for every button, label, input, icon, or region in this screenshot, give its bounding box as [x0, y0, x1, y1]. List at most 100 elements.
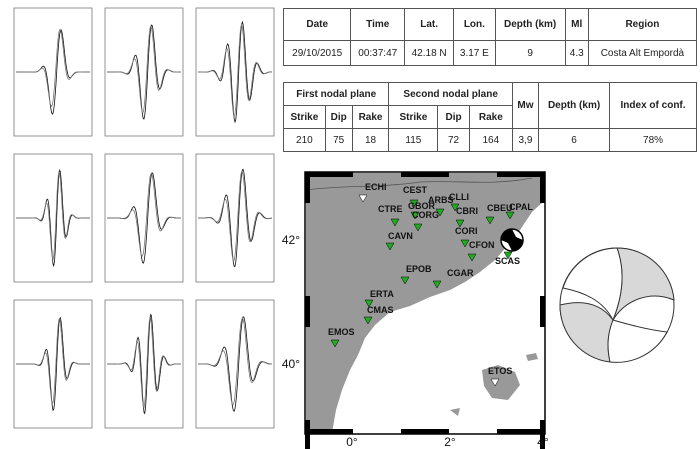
cell: 78% — [609, 128, 697, 152]
station-marker — [455, 219, 465, 228]
header-cell: Depth (km) — [494, 8, 566, 41]
frame-tick — [540, 172, 545, 203]
station-marker — [490, 378, 500, 387]
station-label: CBEU — [487, 203, 513, 213]
header-cell: Depth (km) — [538, 82, 611, 129]
header-cell: Lon. — [453, 8, 496, 41]
station-marker — [450, 203, 460, 212]
frame-tick — [497, 429, 545, 434]
cell: 4.3 — [564, 40, 589, 66]
station-label: CTRE — [378, 204, 403, 214]
lon-label: 0° — [346, 435, 358, 449]
subheader-cell: Rake — [351, 105, 390, 129]
panel-frame — [104, 7, 184, 137]
waveform — [16, 29, 90, 108]
header-cell: Second nodal plane — [388, 82, 513, 106]
mallorca — [482, 365, 520, 400]
ibiza — [450, 408, 460, 416]
station-label: CFON — [469, 240, 495, 250]
panel-frame — [195, 7, 275, 137]
event-table: Date Time Lat. Lon. Depth (km) Ml Region 29/10/… — [282, 8, 698, 66]
frame-tick — [540, 420, 545, 449]
cell: 75 — [324, 128, 353, 152]
lat-label: 40° — [282, 357, 300, 371]
waveform-panels — [13, 7, 275, 429]
panel-frame — [13, 153, 93, 283]
subheader-cell: Rake — [468, 105, 513, 129]
station-marker — [413, 223, 423, 232]
lon-label: 2° — [444, 435, 456, 449]
cell: 42.18 N — [404, 40, 455, 66]
waveform — [16, 318, 90, 405]
cell: 115 — [388, 128, 439, 152]
frame-tick — [305, 172, 353, 177]
panel-frame — [195, 153, 275, 283]
station-marker — [385, 242, 395, 251]
frame-tick — [540, 296, 545, 327]
panel-frame — [104, 299, 184, 429]
station-label: EPOB — [406, 264, 432, 274]
header-cell: Index of conf. — [609, 82, 697, 129]
frame-tick — [401, 429, 449, 434]
station-marker — [363, 316, 373, 325]
station-marker — [485, 216, 495, 225]
cell: 00:37:47 — [350, 40, 406, 66]
station-marker — [435, 208, 445, 217]
station-marker — [505, 211, 515, 220]
station-marker — [358, 194, 368, 203]
station-marker — [390, 218, 400, 227]
station-marker — [410, 211, 420, 220]
station-label: CORI — [455, 226, 478, 236]
border — [305, 177, 533, 191]
panel-frame — [195, 299, 275, 429]
frame-tick — [497, 172, 545, 177]
station-marker — [460, 239, 470, 248]
land — [306, 173, 545, 433]
cell: 29/10/2015 — [282, 40, 352, 66]
station-label: ERTA — [370, 289, 394, 299]
station-label: ARBS — [428, 195, 454, 205]
station-marker — [400, 276, 410, 285]
waveform — [107, 316, 181, 409]
cell: 3,9 — [511, 128, 540, 152]
event-beachball — [500, 228, 524, 252]
lat-label: 42° — [282, 233, 300, 247]
station-label: EMOS — [328, 327, 355, 337]
station-label: ECHI — [365, 182, 387, 192]
station-label: CLLI — [449, 192, 469, 202]
cell: 72 — [437, 128, 470, 152]
subheader-cell: Strike — [283, 105, 326, 129]
cell: 3.17 E — [453, 40, 496, 66]
cell: 6 — [538, 128, 611, 152]
menorca — [526, 353, 538, 361]
station-label: ETOS — [488, 366, 512, 376]
station-label: CMAS — [367, 305, 394, 315]
header-cell: First nodal plane — [282, 82, 390, 106]
station-marker — [409, 199, 419, 208]
frame-ticks — [305, 172, 545, 449]
header-cell: Date — [282, 8, 352, 41]
station-marker — [364, 299, 374, 308]
station-marker — [330, 339, 340, 348]
frame-tick — [305, 420, 310, 449]
panel-frame — [13, 299, 93, 429]
station-marker — [432, 280, 442, 289]
cell: 18 — [351, 128, 390, 152]
lon-label: 4° — [537, 435, 549, 449]
header-cell: Ml — [564, 8, 589, 41]
frame-tick — [305, 429, 353, 434]
waveform — [107, 25, 181, 114]
station-label: CORG — [412, 210, 439, 220]
header-cell: Region — [587, 8, 698, 41]
station-label: CBRI — [456, 206, 478, 216]
waveform — [107, 172, 181, 257]
station-label: CPAL — [509, 202, 533, 212]
cell: 164 — [468, 128, 513, 152]
station-label: CGAR — [447, 268, 474, 278]
waveform — [198, 23, 272, 118]
header-cell: Mw — [511, 82, 540, 129]
panel-frame — [104, 153, 184, 283]
